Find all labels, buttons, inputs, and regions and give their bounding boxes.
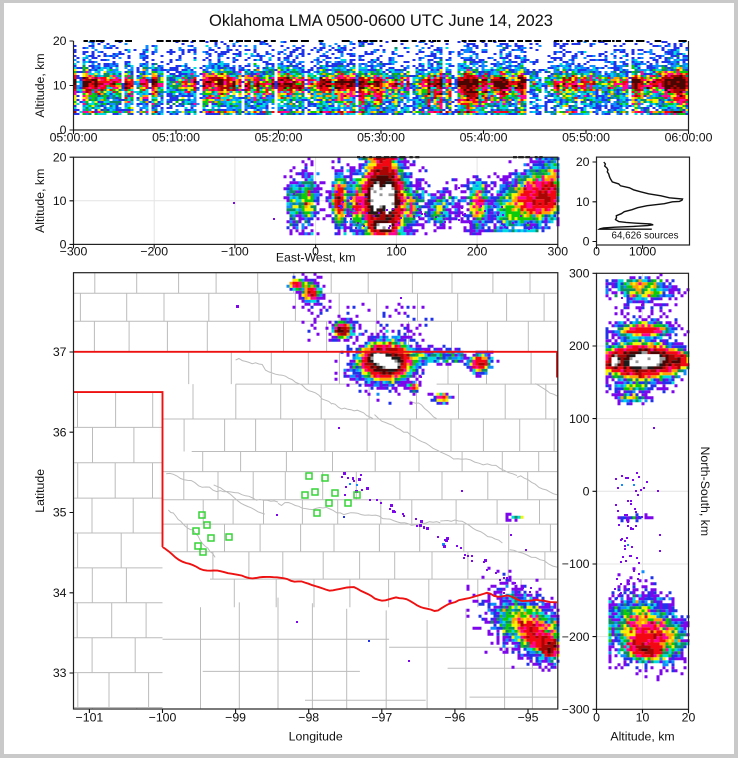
svg-text:−98: −98	[298, 711, 319, 725]
svg-text:05:50:00: 05:50:00	[562, 130, 610, 144]
svg-text:10: 10	[53, 194, 67, 208]
svg-text:Longitude: Longitude	[289, 730, 343, 744]
svg-text:200: 200	[569, 339, 590, 353]
svg-text:−95: −95	[518, 711, 539, 725]
svg-text:0: 0	[312, 245, 319, 259]
svg-text:−99: −99	[225, 711, 246, 725]
svg-text:200: 200	[467, 245, 488, 259]
svg-text:0: 0	[583, 485, 590, 499]
svg-text:Oklahoma LMA 0500-0600 UTC Jun: Oklahoma LMA 0500-0600 UTC June 14, 2023	[209, 12, 553, 30]
svg-text:Altitude, km: Altitude, km	[33, 169, 47, 233]
svg-text:Latitude: Latitude	[33, 469, 47, 513]
svg-text:05:30:00: 05:30:00	[357, 130, 405, 144]
svg-text:300: 300	[569, 267, 590, 281]
svg-text:34: 34	[53, 586, 67, 600]
svg-text:10: 10	[636, 711, 650, 725]
svg-text:−300: −300	[60, 245, 88, 259]
svg-text:East-West, km: East-West, km	[276, 251, 356, 265]
svg-text:20: 20	[576, 155, 590, 169]
svg-text:0: 0	[583, 235, 590, 249]
svg-text:05:20:00: 05:20:00	[255, 130, 303, 144]
svg-text:05:10:00: 05:10:00	[152, 130, 200, 144]
svg-text:−100: −100	[562, 557, 590, 571]
svg-text:33: 33	[53, 666, 67, 680]
svg-text:−300: −300	[562, 703, 590, 717]
svg-text:−96: −96	[444, 711, 465, 725]
svg-text:Altitude, km: Altitude, km	[33, 53, 47, 117]
svg-text:05:00:00: 05:00:00	[50, 130, 98, 144]
svg-text:−100: −100	[149, 711, 177, 725]
svg-text:300: 300	[548, 245, 569, 259]
svg-text:36: 36	[53, 425, 67, 439]
svg-text:−200: −200	[140, 245, 168, 259]
svg-text:20: 20	[53, 150, 67, 164]
svg-text:−200: −200	[562, 630, 590, 644]
svg-text:100: 100	[569, 412, 590, 426]
svg-text:05:40:00: 05:40:00	[460, 130, 508, 144]
svg-text:20: 20	[682, 711, 696, 725]
svg-text:0: 0	[593, 245, 600, 259]
svg-text:06:00:00: 06:00:00	[665, 130, 713, 144]
svg-text:20: 20	[53, 34, 67, 48]
svg-text:−97: −97	[371, 711, 392, 725]
svg-text:10: 10	[576, 195, 590, 209]
svg-text:35: 35	[53, 506, 67, 520]
svg-text:0: 0	[60, 123, 67, 137]
svg-text:100: 100	[386, 245, 407, 259]
svg-text:North-South, km: North-South, km	[698, 447, 712, 537]
svg-text:Altitude, km: Altitude, km	[610, 730, 674, 744]
svg-text:−100: −100	[221, 245, 249, 259]
svg-text:0: 0	[60, 238, 67, 252]
svg-text:10: 10	[53, 79, 67, 93]
svg-text:0: 0	[593, 711, 600, 725]
svg-text:−101: −101	[76, 711, 104, 725]
svg-text:37: 37	[53, 345, 67, 359]
svg-text:1000: 1000	[629, 245, 657, 259]
svg-text:64,626 sources: 64,626 sources	[612, 231, 679, 242]
